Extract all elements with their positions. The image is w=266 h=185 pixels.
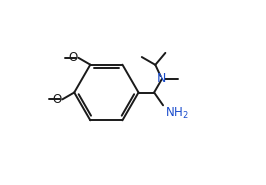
Text: O: O xyxy=(68,51,77,64)
Text: N: N xyxy=(157,73,167,85)
Text: O: O xyxy=(52,93,61,106)
Text: NH$_2$: NH$_2$ xyxy=(165,106,188,121)
